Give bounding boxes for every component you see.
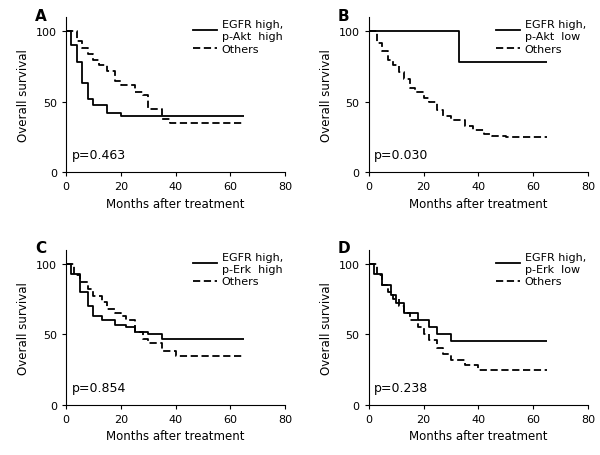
Text: D: D: [338, 241, 350, 256]
Y-axis label: Overall survival: Overall survival: [320, 281, 333, 374]
Legend: EGFR high,
p-Akt  high, Others: EGFR high, p-Akt high, Others: [192, 19, 284, 56]
Text: p=0.854: p=0.854: [71, 381, 126, 394]
Y-axis label: Overall survival: Overall survival: [320, 49, 333, 142]
X-axis label: Months after treatment: Months after treatment: [106, 197, 245, 210]
Legend: EGFR high,
p-Erk  low, Others: EGFR high, p-Erk low, Others: [494, 251, 587, 288]
Text: p=0.238: p=0.238: [374, 381, 428, 394]
Text: p=0.030: p=0.030: [374, 149, 428, 162]
Legend: EGFR high,
p-Erk  high, Others: EGFR high, p-Erk high, Others: [192, 251, 284, 288]
X-axis label: Months after treatment: Months after treatment: [409, 197, 548, 210]
Text: B: B: [338, 9, 350, 24]
Legend: EGFR high,
p-Akt  low, Others: EGFR high, p-Akt low, Others: [494, 19, 587, 56]
Text: A: A: [35, 9, 47, 24]
Text: p=0.463: p=0.463: [71, 149, 125, 162]
X-axis label: Months after treatment: Months after treatment: [409, 430, 548, 442]
Y-axis label: Overall survival: Overall survival: [17, 281, 31, 374]
Text: C: C: [35, 241, 46, 256]
Y-axis label: Overall survival: Overall survival: [17, 49, 31, 142]
X-axis label: Months after treatment: Months after treatment: [106, 430, 245, 442]
